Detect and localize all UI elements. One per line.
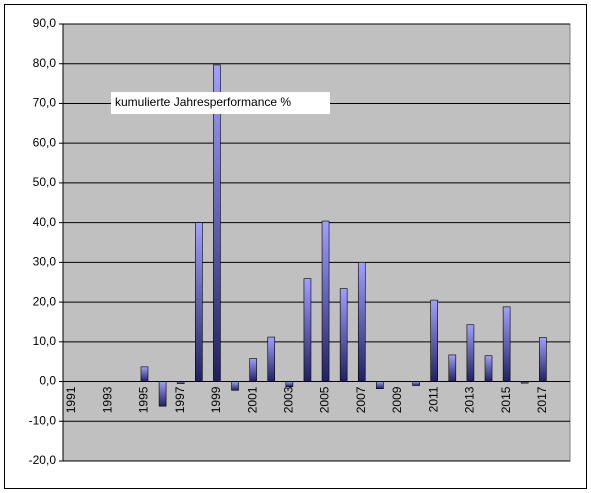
bar [195, 222, 203, 382]
y-tick-label: -20,0 [29, 453, 57, 467]
x-tick-label: 1995 [137, 386, 151, 413]
y-tick-label: 90,0 [33, 16, 57, 30]
bar [267, 336, 276, 382]
x-tick-label: 2009 [390, 386, 404, 413]
y-tick-label: 80,0 [33, 56, 57, 70]
bar [303, 278, 312, 382]
bar [231, 381, 239, 391]
x-tick-label: 1993 [100, 386, 114, 413]
x-tick-label: 1997 [173, 386, 187, 413]
bar [376, 381, 384, 389]
bar [321, 220, 330, 382]
x-tick-label: 2015 [499, 386, 513, 413]
annotation-box [111, 92, 330, 114]
y-tick-label: -10,0 [29, 413, 57, 427]
bar [158, 381, 167, 407]
x-tick-label: 1999 [209, 386, 223, 413]
y-tick-label: 30,0 [33, 255, 57, 269]
x-tick-label: 2003 [282, 386, 296, 413]
bar [285, 381, 294, 388]
bar [448, 354, 457, 382]
bar [484, 355, 493, 382]
bar [357, 262, 366, 382]
x-tick-label: 2007 [354, 386, 368, 413]
x-tick-label: 2005 [318, 386, 332, 413]
bar [140, 366, 149, 382]
y-tick-label: 10,0 [33, 334, 57, 348]
x-tick-label: 1991 [64, 386, 78, 413]
y-tick-label: 60,0 [33, 135, 57, 149]
x-tick-label: 2013 [463, 386, 477, 413]
x-tick-label: 2011 [426, 386, 440, 412]
bar [412, 381, 420, 386]
bar [249, 358, 257, 382]
bar [539, 337, 547, 382]
annotation: kumulierte Jahresperformance % [115, 95, 291, 109]
x-tick-label: 2001 [245, 386, 259, 413]
bar [466, 324, 475, 382]
y-tick-label: 50,0 [33, 175, 57, 189]
y-tick-label: 70,0 [33, 96, 57, 110]
x-tick-label: 2017 [535, 386, 549, 413]
y-tick-label: 40,0 [33, 215, 57, 229]
bar [430, 299, 438, 382]
y-tick-label: 0,0 [39, 374, 56, 388]
bar [502, 306, 511, 382]
y-tick-label: 20,0 [33, 294, 57, 308]
bar [339, 288, 348, 382]
